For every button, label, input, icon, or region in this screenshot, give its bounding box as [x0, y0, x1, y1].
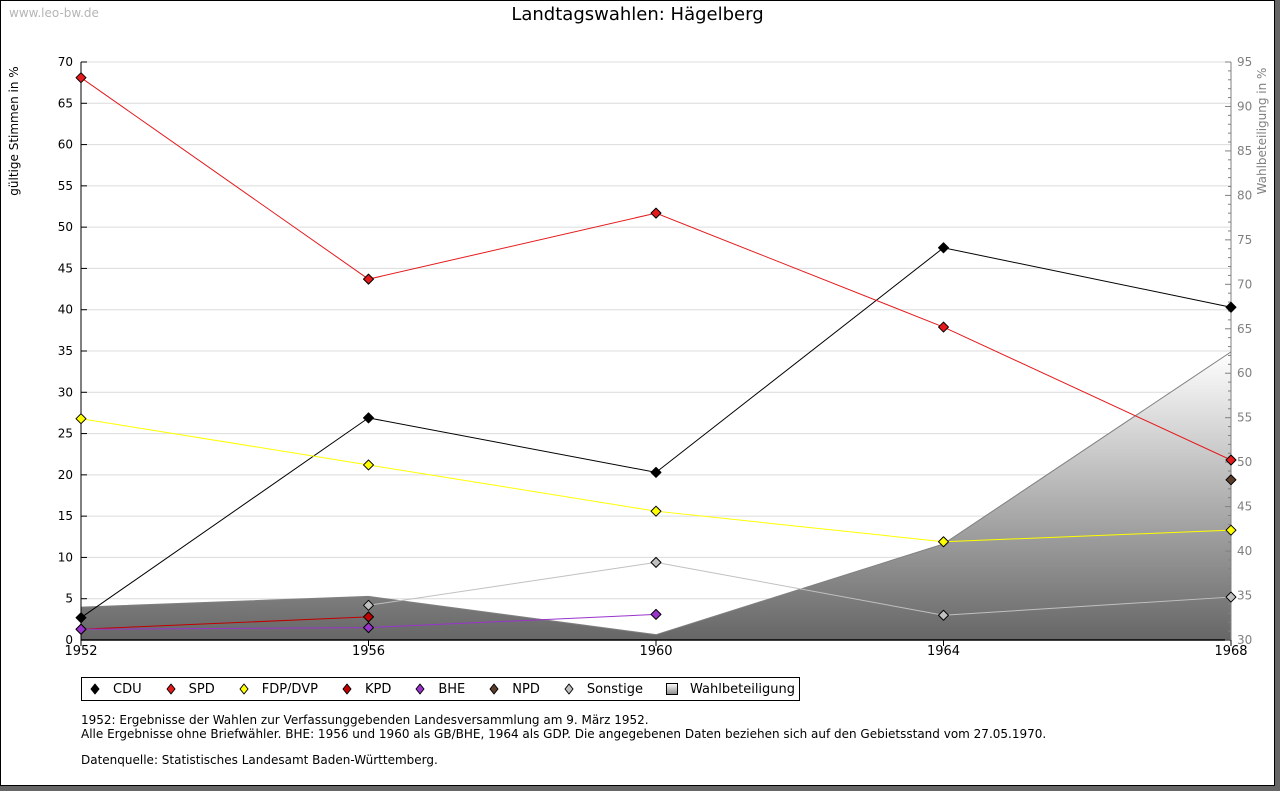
marker-spd — [1225, 454, 1237, 466]
legend-label: KPD — [364, 681, 392, 697]
y-axis-label-right: Wahlbeteiligung in % — [1255, 68, 1269, 195]
marker-bhe — [363, 622, 374, 634]
marker-sonstige — [363, 599, 374, 611]
legend-item-cdu: CDU — [88, 682, 142, 697]
legend-diamond-icon — [564, 683, 574, 695]
legend-label: NPD — [512, 681, 540, 697]
y-tick-label-right: 30 — [1237, 633, 1252, 647]
y-tick-label-right: 80 — [1237, 188, 1252, 202]
x-tick-label: 1968 — [1214, 644, 1247, 659]
legend-diamond-icon — [489, 683, 499, 695]
y-tick-label-left: 45 — [58, 261, 73, 275]
y-tick-label-left: 65 — [58, 96, 73, 110]
axes: 0 5 10 15 20 25 30 35 40 45 50 55 60 65 70 30 35 40 45 50 55… — [58, 55, 1253, 659]
y-tick-label-left: 20 — [58, 468, 73, 482]
marker-sonstige — [650, 556, 662, 568]
y-tick-label-left: 50 — [58, 220, 73, 234]
legend-label: FDP/DVP — [261, 681, 318, 697]
y-tick-label-left: 15 — [58, 509, 73, 523]
legend-item-fdp-dvp: FDP/DVP — [237, 682, 318, 697]
x-tick-label: 1960 — [639, 644, 672, 659]
note-general: Alle Ergebnisse ohne Briefwähler. BHE: 1… — [81, 727, 1047, 741]
y-tick-label-left: 40 — [58, 303, 73, 317]
y-tick-label-right: 50 — [1237, 455, 1252, 469]
legend: CDU SPD FDP/DVP KPD BHE NPD Sonstige Wahlbeteil… — [81, 677, 801, 701]
marker-kpd — [363, 611, 374, 623]
legend-label: Sonstige — [586, 681, 644, 697]
legend-item-kpd: KPD — [340, 682, 391, 697]
legend-item-spd: SPD — [164, 682, 215, 697]
y-tick-label-left: 25 — [58, 427, 73, 441]
marker-spd — [938, 321, 949, 333]
marker-sonstige — [938, 609, 949, 621]
marker-cdu — [938, 242, 949, 254]
marker-cdu — [1225, 301, 1237, 313]
note-1952: 1952: Ergebnisse der Wahlen zur Verfassu… — [81, 713, 649, 727]
marker-cdu — [75, 612, 87, 624]
marker-fdp-dvp — [938, 536, 949, 548]
watermark: www.leo-bw.de — [9, 6, 99, 20]
y-tick-label-left: 70 — [58, 55, 73, 69]
legend-label: CDU — [113, 681, 142, 697]
legend-diamond-icon — [166, 683, 176, 695]
y-tick-label-right: 65 — [1237, 322, 1252, 336]
data-source: Datenquelle: Statistisches Landesamt Bad… — [81, 753, 438, 767]
y-tick-label-right: 70 — [1237, 277, 1252, 291]
marker-cdu — [363, 412, 374, 424]
chart-title: Landtagswahlen: Hägelberg — [511, 4, 764, 25]
y-tick-label-left: 0 — [65, 633, 73, 647]
legend-item-wahlbeteiligung: Wahlbeteiligung — [665, 682, 795, 697]
legend-square-icon — [666, 683, 679, 695]
x-tick-label: 1952 — [64, 644, 97, 659]
x-tick-label: 1964 — [927, 644, 960, 659]
legend-item-bhe: BHE — [413, 682, 465, 697]
marker-sonstige — [1225, 591, 1237, 603]
marker-cdu — [650, 466, 662, 478]
y-tick-label-left: 60 — [58, 138, 73, 152]
x-tick-label: 1956 — [352, 644, 385, 659]
legend-diamond-icon — [239, 683, 249, 695]
turnout-area-fill — [81, 351, 1231, 640]
marker-fdp-dvp — [363, 459, 374, 471]
legend-item-sonstige: Sonstige — [562, 682, 643, 697]
marker-fdp-dvp — [650, 505, 662, 517]
marker-npd — [1225, 474, 1237, 486]
marker-spd — [650, 207, 662, 219]
legend-diamond-icon — [415, 683, 425, 695]
legend-label: BHE — [438, 681, 466, 697]
legend-diamond-icon — [342, 683, 352, 695]
turnout-area — [80, 351, 1232, 640]
y-tick-label-right: 45 — [1237, 500, 1252, 514]
y-tick-label-left: 55 — [58, 179, 73, 193]
marker-spd — [75, 72, 87, 84]
y-tick-label-right: 35 — [1237, 589, 1252, 603]
marker-fdp-dvp — [75, 413, 87, 425]
marker-fdp-dvp — [1225, 524, 1237, 536]
y-axis-label-left: gültige Stimmen in % — [7, 66, 21, 195]
y-tick-label-right: 60 — [1237, 366, 1252, 380]
marker-bhe — [75, 623, 87, 635]
y-tick-label-left: 5 — [65, 592, 73, 606]
y-tick-label-right: 55 — [1237, 411, 1252, 425]
marker-spd — [363, 273, 374, 285]
y-tick-label-right: 85 — [1237, 144, 1252, 158]
turnout-area-edge — [80, 351, 1232, 636]
y-tick-label-left: 30 — [58, 385, 73, 399]
legend-diamond-icon — [90, 683, 100, 695]
y-tick-label-right: 40 — [1237, 544, 1252, 558]
marker-bhe — [650, 608, 662, 620]
legend-label: Wahlbeteiligung — [690, 681, 796, 697]
series-markers — [75, 72, 1237, 635]
line-sonstige — [368, 561, 1232, 616]
y-tick-label-left: 10 — [58, 550, 73, 564]
y-tick-label-right: 95 — [1237, 55, 1252, 69]
y-tick-label-right: 90 — [1237, 99, 1252, 113]
legend-item-npd: NPD — [487, 682, 540, 697]
y-tick-label-left: 35 — [58, 344, 73, 358]
line-kpd — [80, 616, 369, 630]
legend-label: SPD — [188, 681, 215, 697]
y-tick-label-right: 75 — [1237, 233, 1252, 247]
